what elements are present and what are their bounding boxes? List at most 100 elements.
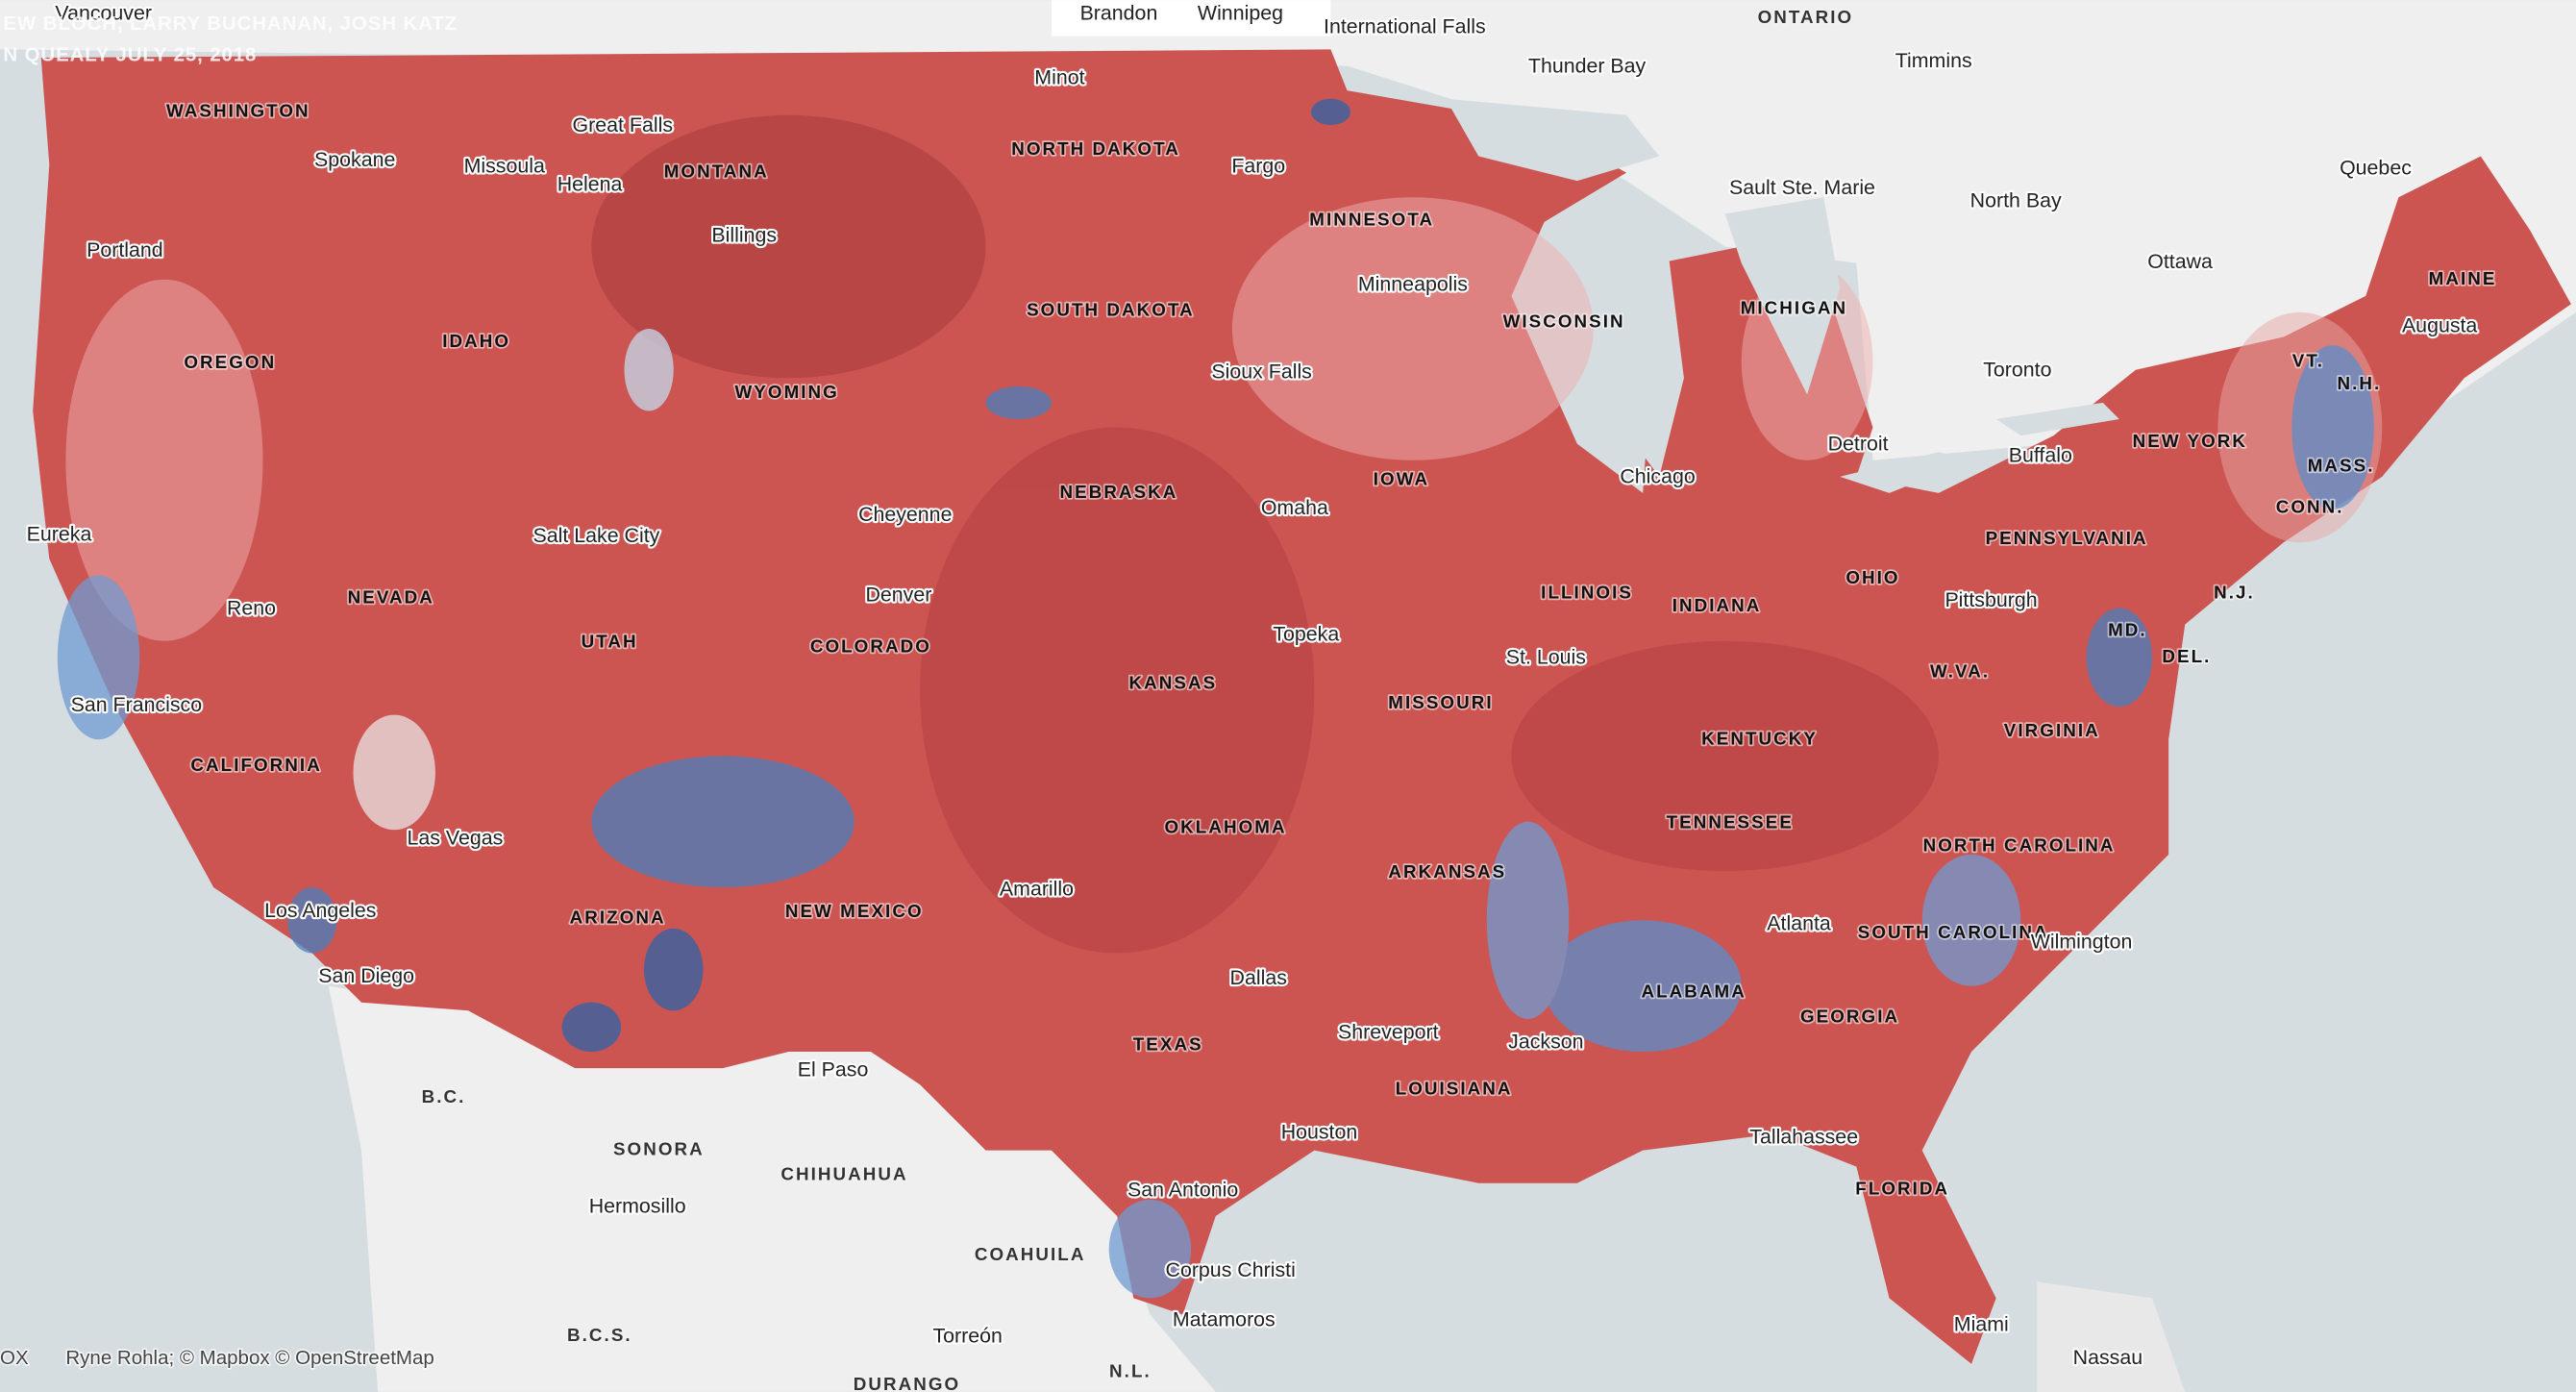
state-label: NEW MEXICO bbox=[785, 901, 924, 921]
city-label: Helena bbox=[557, 172, 623, 195]
state-label: NEVADA bbox=[348, 586, 434, 607]
state-label: IDAHO bbox=[442, 331, 510, 351]
city-label: Reno bbox=[227, 596, 276, 619]
city-label: Chicago bbox=[1620, 465, 1695, 488]
state-label: WISCONSIN bbox=[1503, 311, 1625, 331]
state-label: ILLINOIS bbox=[1541, 582, 1633, 602]
city-label: Wilmington bbox=[2031, 930, 2133, 953]
city-label: Toronto bbox=[1983, 359, 2051, 382]
city-label: Amarillo bbox=[1000, 878, 1074, 901]
state-label: GEORGIA bbox=[1800, 1006, 1899, 1026]
state-label: CONN. bbox=[2276, 496, 2344, 516]
state-label: MD. bbox=[2108, 620, 2147, 640]
city-label: Atlanta bbox=[1767, 912, 1831, 935]
city-label: San Francisco bbox=[71, 693, 203, 716]
state-label: TENNESSEE bbox=[1667, 812, 1794, 833]
state-label: WASHINGTON bbox=[166, 101, 310, 121]
state-label: MONTANA bbox=[664, 162, 769, 182]
state-label: KENTUCKY bbox=[1701, 728, 1818, 748]
blue-areas bbox=[57, 98, 2374, 1299]
great-lakes bbox=[1446, 98, 2119, 493]
city-label: Las Vegas bbox=[408, 827, 504, 850]
city-label: Vancouver bbox=[55, 2, 152, 25]
city-label: Minneapolis bbox=[1358, 273, 1468, 296]
city-label: Shreveport bbox=[1338, 1020, 1439, 1043]
city-label: Brandon bbox=[1080, 2, 1158, 25]
attr-label: Ryne Rohla; © Mapbox © OpenStreetMap bbox=[65, 1347, 433, 1369]
city-label: International Falls bbox=[1324, 14, 1486, 37]
state-label: COLORADO bbox=[810, 636, 931, 657]
state-label: NEW YORK bbox=[2133, 431, 2247, 451]
bahamas bbox=[2037, 1281, 2186, 1392]
city-label: Los Angeles bbox=[264, 899, 376, 922]
state-label: VT. bbox=[2292, 350, 2324, 370]
city-label: Nassau bbox=[2073, 1346, 2143, 1369]
state-label: MINNESOTA bbox=[1309, 209, 1434, 229]
state-label: VIRGINIA bbox=[2004, 720, 2100, 740]
city-label: Houston bbox=[1281, 1121, 1358, 1144]
city-label: Tallahassee bbox=[1749, 1126, 1858, 1149]
city-label: Billings bbox=[711, 223, 777, 246]
city-label: San Antonio bbox=[1127, 1178, 1238, 1201]
state-label: OKLAHOMA bbox=[1165, 817, 1287, 837]
city-label: Portland bbox=[87, 238, 163, 261]
state-label: MAINE bbox=[2429, 268, 2497, 288]
state-label: CALIFORNIA bbox=[190, 755, 321, 775]
state-label: W.VA. bbox=[1930, 660, 1990, 681]
city-label: Omaha bbox=[1261, 496, 1328, 519]
inset-panel bbox=[1051, 0, 1331, 37]
city-label: Timmins bbox=[1895, 49, 1972, 72]
city-label: Fargo bbox=[1231, 155, 1285, 178]
city-label: Buffalo bbox=[2009, 443, 2072, 466]
city-label: Ottawa bbox=[2147, 250, 2213, 273]
city-label: Torreón bbox=[932, 1325, 1002, 1348]
city-label: St. Louis bbox=[1506, 646, 1586, 669]
state-label: ARKANSAS bbox=[1388, 861, 1506, 882]
attr-label: OX bbox=[0, 1347, 29, 1369]
city-label: Missoula bbox=[464, 155, 545, 178]
state-label: MISSOURI bbox=[1388, 692, 1493, 712]
state-label: DEL. bbox=[2162, 646, 2211, 666]
state-label: MASS. bbox=[2308, 456, 2375, 476]
byline-label: N QUEALY JULY 25, 2018 bbox=[3, 43, 257, 65]
city-label: Detroit bbox=[1828, 432, 1889, 455]
region-label: ONTARIO bbox=[1758, 7, 1854, 27]
state-label: NEBRASKA bbox=[1059, 482, 1177, 502]
region-label: SONORA bbox=[613, 1139, 705, 1159]
state-label: FLORIDA bbox=[1855, 1179, 1949, 1199]
state-label: LOUISIANA bbox=[1396, 1078, 1513, 1098]
state-label: INDIANA bbox=[1672, 595, 1762, 615]
city-label: Salt Lake City bbox=[533, 524, 660, 547]
state-label: KANSAS bbox=[1129, 672, 1218, 692]
city-label: Hermosillo bbox=[589, 1195, 686, 1218]
state-label: ARIZONA bbox=[570, 907, 666, 928]
city-label: North Bay bbox=[1970, 189, 2062, 212]
state-label: SOUTH CAROLINA bbox=[1858, 922, 2049, 942]
city-label: Topeka bbox=[1273, 623, 1339, 646]
state-label: NORTH CAROLINA bbox=[1923, 835, 2116, 856]
region-label: DURANGO bbox=[854, 1374, 960, 1392]
byline-label: EW BLOCH, LARRY BUCHANAN, JOSH KATZ bbox=[3, 12, 458, 35]
region-label: B.C.S. bbox=[567, 1325, 632, 1345]
city-label: Miami bbox=[1954, 1313, 2009, 1336]
city-label: Thunder Bay bbox=[1528, 54, 1647, 77]
state-label: IOWA bbox=[1374, 468, 1429, 488]
state-label: PENNSYLVANIA bbox=[1986, 528, 2148, 548]
state-label: ALABAMA bbox=[1641, 982, 1746, 1002]
city-label: Quebec bbox=[2340, 156, 2412, 179]
state-label: WYOMING bbox=[735, 382, 839, 402]
mexico bbox=[328, 985, 1216, 1392]
state-label: OHIO bbox=[1845, 567, 1899, 587]
region-label: CHIHUAHUA bbox=[780, 1163, 907, 1183]
city-label: Winnipeg bbox=[1198, 2, 1283, 25]
city-label: Sault Ste. Marie bbox=[1729, 176, 1875, 199]
state-label: SOUTH DAKOTA bbox=[1027, 299, 1195, 319]
state-label: NORTH DAKOTA bbox=[1011, 138, 1180, 159]
state-label: TEXAS bbox=[1133, 1033, 1203, 1054]
state-label: N.J. bbox=[2214, 582, 2255, 602]
canada bbox=[0, 0, 2576, 493]
state-label: MICHIGAN bbox=[1741, 298, 1847, 318]
dark-red-areas bbox=[591, 114, 1939, 954]
city-label: San Diego bbox=[318, 964, 414, 987]
